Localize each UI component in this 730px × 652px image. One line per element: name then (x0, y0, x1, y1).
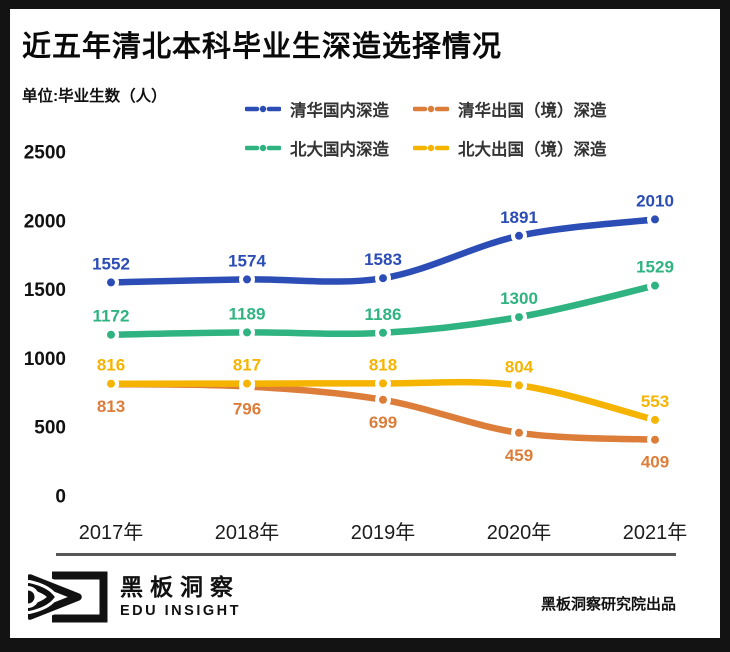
data-point-marker (651, 215, 659, 224)
data-point-label: 1529 (636, 258, 674, 277)
data-point-label: 459 (505, 446, 533, 465)
data-point-marker (243, 379, 251, 388)
x-tick-label: 2017年 (79, 521, 144, 544)
data-point-marker (651, 435, 659, 444)
x-tick-label: 2019年 (351, 521, 416, 544)
data-point-label: 1583 (364, 250, 402, 269)
brand-logo: 黑板洞察 EDU INSIGHT (28, 571, 241, 623)
chart-canvas: 0 500 1000 1500 2000 2500 2017年 2018年 2019年 2020年… (24, 143, 688, 545)
legend-label: 北大国内深造 (290, 141, 389, 159)
legend-item: 北大出国（境）深造 (413, 136, 607, 160)
data-point-marker (107, 278, 115, 287)
legend-label: 北大出国（境）深造 (458, 141, 607, 159)
page-title: 近五年清北本科毕业生深造选择情况 (22, 31, 503, 63)
data-point-label: 1189 (229, 304, 266, 323)
x-tick-label: 2021年 (623, 521, 688, 544)
data-point-label: 553 (641, 392, 669, 411)
legend-marker-icon (413, 105, 449, 113)
footer-divider (56, 553, 676, 556)
data-point-marker (107, 330, 115, 339)
logo-text-block: 黑板洞察 EDU INSIGHT (120, 573, 241, 620)
y-tick-label: 2500 (24, 143, 66, 164)
y-tick-label: 500 (34, 418, 66, 439)
legend-label: 清华出国（境）深造 (458, 102, 607, 120)
data-point-label: 1891 (500, 208, 538, 227)
data-point-marker (379, 379, 387, 388)
data-point-marker (515, 381, 523, 390)
data-point-marker (379, 328, 387, 337)
legend-item: 北大国内深造 (245, 136, 413, 160)
line-chart: 0 500 1000 1500 2000 2500 2017年 2018年 2019年 2020年… (10, 9, 720, 638)
logo-subtitle: EDU INSIGHT (120, 603, 241, 620)
data-point-label: 817 (233, 356, 261, 375)
y-tick-label: 0 (55, 487, 66, 508)
data-point-label: 1552 (92, 254, 130, 273)
x-tick-label: 2018年 (215, 521, 280, 544)
legend-label: 清华国内深造 (290, 102, 389, 120)
data-point-marker (651, 415, 659, 424)
data-point-label: 1574 (228, 251, 266, 270)
data-point-label: 796 (233, 400, 261, 419)
legend-marker-icon (413, 144, 449, 152)
data-point-marker (107, 379, 115, 388)
eye-logo-icon (28, 571, 108, 623)
data-point-label: 409 (641, 453, 669, 472)
x-tick-label: 2020年 (487, 521, 552, 544)
data-point-marker (243, 328, 251, 337)
y-tick-label: 1500 (24, 280, 66, 301)
y-tick-label: 1000 (24, 349, 66, 370)
data-point-marker (243, 275, 251, 284)
data-point-label: 1186 (365, 305, 402, 324)
data-point-marker (379, 395, 387, 404)
data-point-label: 1300 (500, 289, 538, 308)
data-point-label: 813 (97, 397, 125, 416)
legend-item: 清华出国（境）深造 (413, 97, 607, 121)
data-point-marker (651, 281, 659, 290)
y-tick-label: 2000 (24, 211, 66, 232)
legend-marker-icon (245, 105, 281, 113)
data-point-marker (515, 313, 523, 322)
data-point-label: 816 (97, 356, 125, 375)
credit-text: 黑板洞察研究院出品 (540, 596, 676, 613)
data-point-label: 818 (369, 355, 397, 374)
data-point-label: 2010 (636, 191, 674, 210)
data-point-marker (515, 231, 523, 240)
data-point-label: 699 (369, 413, 397, 432)
poster-card: 近五年清北本科毕业生深造选择情况 单位:毕业生数（人） 清华国内深造 清华出国（境… (10, 9, 720, 638)
legend-item: 清华国内深造 (245, 97, 413, 121)
data-point-label: 804 (505, 357, 534, 376)
data-point-marker (515, 428, 523, 437)
data-point-label: 1172 (93, 307, 130, 326)
logo-title: 黑板洞察 (120, 573, 240, 600)
legend-marker-icon (245, 144, 281, 152)
data-point-marker (379, 274, 387, 283)
unit-label: 单位:毕业生数（人） (22, 88, 167, 105)
chart-legend: 清华国内深造 清华出国（境）深造北大国内深造 北大出国（境）深造 (245, 97, 607, 160)
